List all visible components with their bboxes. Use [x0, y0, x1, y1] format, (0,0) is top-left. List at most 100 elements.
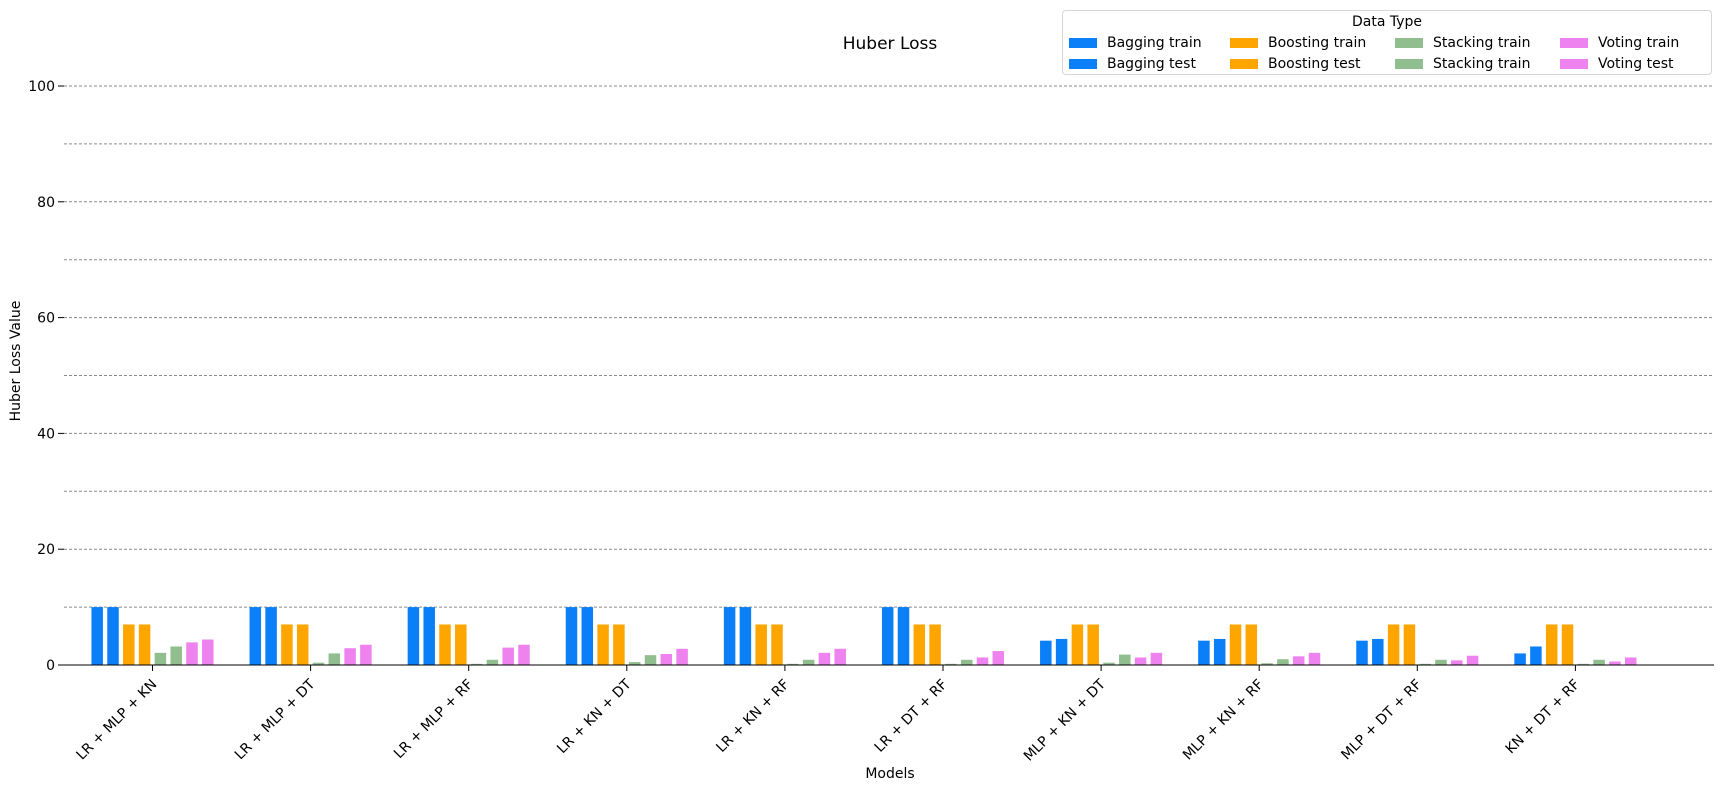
bar	[281, 624, 293, 665]
bar	[597, 624, 609, 665]
legend-swatch	[1560, 38, 1588, 48]
bar	[1229, 624, 1242, 665]
bar	[802, 659, 815, 665]
y-tick-label: 40	[37, 426, 55, 442]
x-axis-label: Models	[865, 766, 914, 782]
bar	[1609, 661, 1621, 665]
legend-item: Bagging test	[1069, 54, 1230, 74]
x-tick-label: LR + MLP + KN	[74, 677, 161, 764]
bar	[1292, 656, 1305, 665]
bar	[1435, 659, 1447, 665]
bar	[344, 648, 356, 665]
bar	[1261, 663, 1273, 665]
bar	[328, 653, 341, 665]
legend-label: Voting train	[1598, 35, 1680, 51]
bar	[960, 659, 973, 665]
bar	[1213, 638, 1226, 665]
bar	[455, 624, 467, 665]
bar	[945, 663, 957, 665]
bar	[787, 663, 799, 665]
bar	[881, 607, 894, 665]
x-tick-label: LR + KN + DT	[554, 676, 635, 757]
legend-item: Stacking train	[1395, 33, 1560, 53]
bar	[929, 624, 941, 665]
bar	[1451, 660, 1463, 665]
y-tick-label: 100	[28, 79, 55, 95]
y-tick-label: 60	[37, 311, 55, 327]
bar	[407, 607, 420, 665]
bar	[1356, 640, 1368, 665]
bar	[976, 657, 989, 665]
x-tick-label: LR + MLP + DT	[232, 676, 319, 763]
y-tick-labels: 0 20 40 60 80 100	[28, 79, 64, 674]
legend-label: Bagging train	[1107, 35, 1202, 51]
bar	[1577, 663, 1590, 665]
bar	[470, 663, 483, 665]
bar	[1245, 624, 1258, 665]
bar	[676, 648, 688, 665]
bar	[834, 648, 846, 665]
legend-swatch	[1069, 38, 1097, 48]
x-tick-labels: LR + MLP + KN LR + MLP + DT LR + MLP + RF L…	[74, 665, 1583, 765]
legend-swatch	[1230, 59, 1258, 69]
bar	[1134, 657, 1147, 665]
bar	[123, 624, 135, 665]
bar	[107, 607, 119, 665]
bar	[186, 642, 198, 665]
legend-label: Boosting train	[1268, 35, 1367, 51]
bar	[644, 655, 657, 665]
bar	[1277, 659, 1289, 665]
legend-entries: Bagging train Boosting train Stacking trai…	[1069, 33, 1710, 74]
bar	[660, 653, 673, 665]
legend-label: Voting test	[1598, 56, 1674, 72]
bar	[1403, 624, 1416, 665]
bar	[1198, 640, 1210, 665]
bar	[360, 644, 372, 665]
chart-title: Huber Loss	[843, 34, 938, 54]
bar	[502, 647, 514, 665]
legend-item: Boosting train	[1230, 33, 1395, 53]
bar	[486, 659, 499, 665]
bar	[913, 624, 926, 665]
y-axis-label: Huber Loss Value	[8, 301, 24, 422]
bar	[1087, 624, 1099, 665]
bar	[1372, 638, 1384, 665]
bar	[1624, 657, 1637, 665]
bar	[1514, 653, 1526, 665]
legend-swatch	[1395, 59, 1423, 69]
bar	[1055, 638, 1068, 665]
legend-swatch	[1395, 38, 1423, 48]
legend-swatch	[1069, 59, 1097, 69]
legend-label: Stacking train	[1433, 56, 1531, 72]
bar	[1545, 624, 1558, 665]
legend-swatch	[1230, 38, 1258, 48]
bar	[1308, 652, 1321, 665]
bar	[1103, 662, 1115, 665]
bar	[138, 624, 151, 665]
legend-label: Bagging test	[1107, 56, 1196, 72]
x-tick-label: MLP + KN + RF	[1180, 677, 1267, 764]
bar	[1071, 624, 1084, 665]
legend-item: Voting train	[1560, 33, 1710, 53]
x-tick-label: LR + MLP + RF	[391, 677, 476, 762]
legend-item: Voting test	[1560, 54, 1710, 74]
legend-item: Boosting test	[1230, 54, 1395, 74]
gridlines	[64, 85, 1714, 608]
x-tick-label: MLP + KN + DT	[1021, 676, 1109, 764]
legend-label: Boosting test	[1268, 56, 1361, 72]
bar	[1387, 624, 1400, 665]
bar	[170, 646, 182, 665]
bar	[312, 662, 325, 665]
bar	[755, 624, 767, 665]
bar	[202, 639, 214, 665]
legend-swatch	[1560, 59, 1588, 69]
x-tick-label: LR + DT + RF	[872, 677, 951, 756]
bar	[154, 652, 167, 665]
bar	[723, 607, 736, 665]
bar	[818, 652, 831, 665]
legend-label: Stacking train	[1433, 35, 1531, 51]
bars	[91, 607, 1637, 665]
bar	[992, 651, 1005, 665]
bar	[739, 607, 752, 665]
